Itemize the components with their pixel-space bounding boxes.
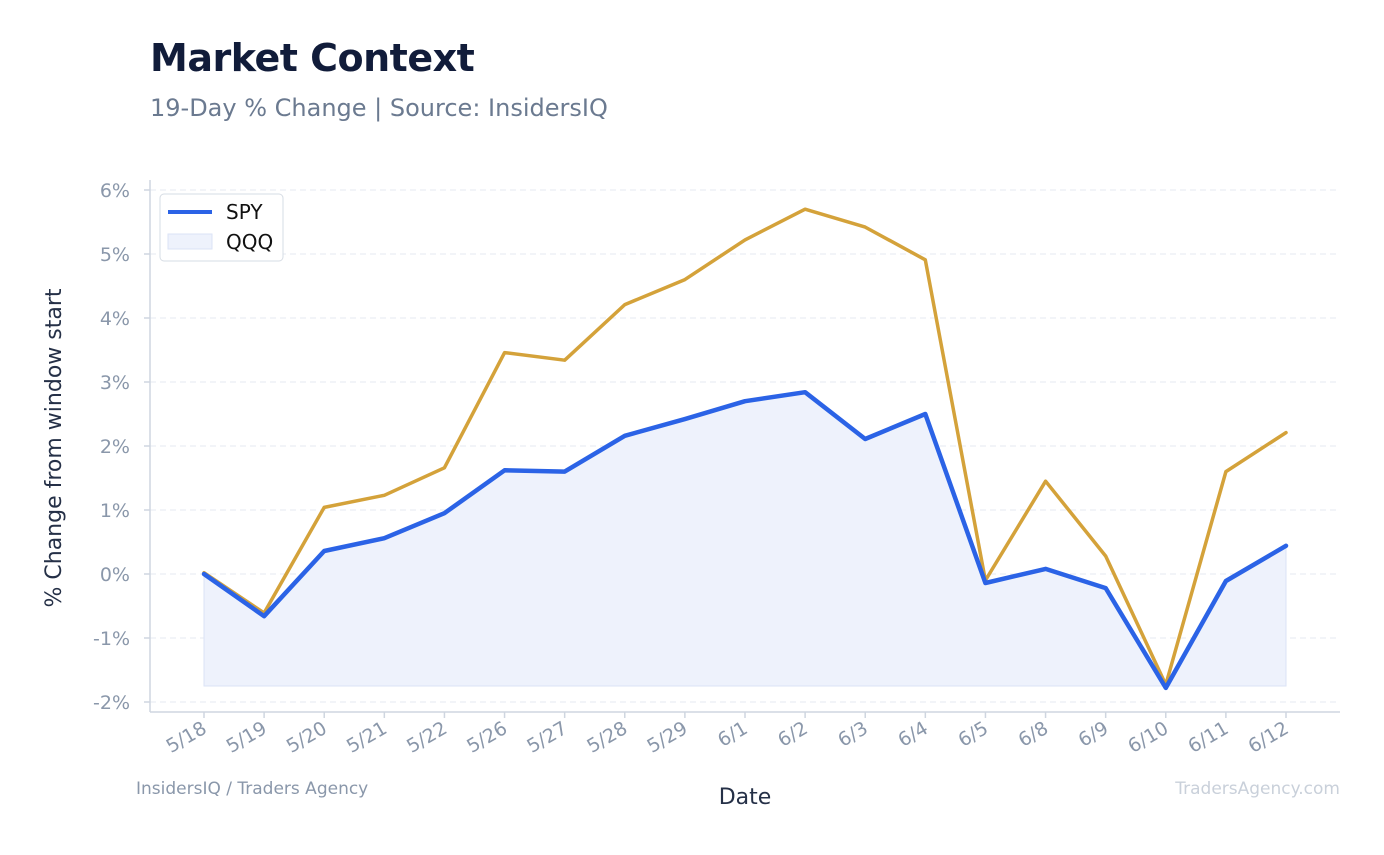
x-tick-label: 5/20 xyxy=(283,717,331,757)
x-tick-label: 6/10 xyxy=(1124,717,1172,757)
y-tick-label: 0% xyxy=(100,564,130,586)
axes xyxy=(144,180,1340,718)
y-axis-title: % Change from window start xyxy=(42,288,67,607)
legend-qqq-label: QQQ xyxy=(226,230,273,254)
y-tick-label: -2% xyxy=(93,692,130,714)
legend-qqq-swatch xyxy=(167,233,213,250)
x-tick-label: 5/18 xyxy=(163,717,211,757)
series-lines xyxy=(201,207,1289,691)
x-tick-labels: 5/18 5/19 5/20 5/21 5/22 5/26 5/27 5/28 5/29 6/1 6… xyxy=(163,717,1293,757)
y-tick-label: 1% xyxy=(100,500,130,522)
spy-line xyxy=(201,389,1289,691)
y-tick-label: 3% xyxy=(100,372,130,394)
footer-website: TradersAgency.com xyxy=(1175,779,1340,799)
x-tick-label: 6/12 xyxy=(1245,717,1293,757)
y-tick-label: 4% xyxy=(100,308,130,330)
x-tick-label: 5/22 xyxy=(403,717,451,757)
chart-title: Market Context xyxy=(150,36,475,80)
x-tick-label: 5/27 xyxy=(523,717,571,757)
y-tick-label: -1% xyxy=(93,628,130,650)
legend: SPY QQQ xyxy=(159,193,284,262)
y-tick-label: 6% xyxy=(100,180,130,202)
x-tick-label: 6/11 xyxy=(1184,717,1232,757)
x-tick-label: 6/3 xyxy=(834,717,871,751)
y-tick-label: 2% xyxy=(100,436,130,458)
x-tick-label: 6/1 xyxy=(714,717,751,751)
x-tick-label: 5/28 xyxy=(583,717,631,757)
x-tick-label: 6/5 xyxy=(954,717,991,751)
x-tick-label: 6/8 xyxy=(1015,717,1052,751)
x-tick-label: 6/4 xyxy=(894,717,931,751)
chart-subtitle: 19-Day % Change | Source: InsidersIQ xyxy=(150,94,608,122)
x-tick-label: 6/9 xyxy=(1075,717,1112,751)
footer-credit: InsidersIQ / Traders Agency xyxy=(136,779,369,799)
y-tick-label: 5% xyxy=(100,244,130,266)
x-tick-label: 5/26 xyxy=(463,717,511,757)
y-tick-labels: 6% 5% 4% 3% 2% 1% 0% -1% -2% xyxy=(93,180,130,714)
x-tick-label: 5/19 xyxy=(223,717,271,757)
x-tick-label: 6/2 xyxy=(774,717,811,751)
legend-spy-label: SPY xyxy=(226,200,263,224)
x-tick-label: 5/29 xyxy=(643,717,691,757)
x-axis-title: Date xyxy=(719,785,772,810)
qqq-line xyxy=(202,207,1288,687)
x-tick-label: 5/21 xyxy=(343,717,391,757)
